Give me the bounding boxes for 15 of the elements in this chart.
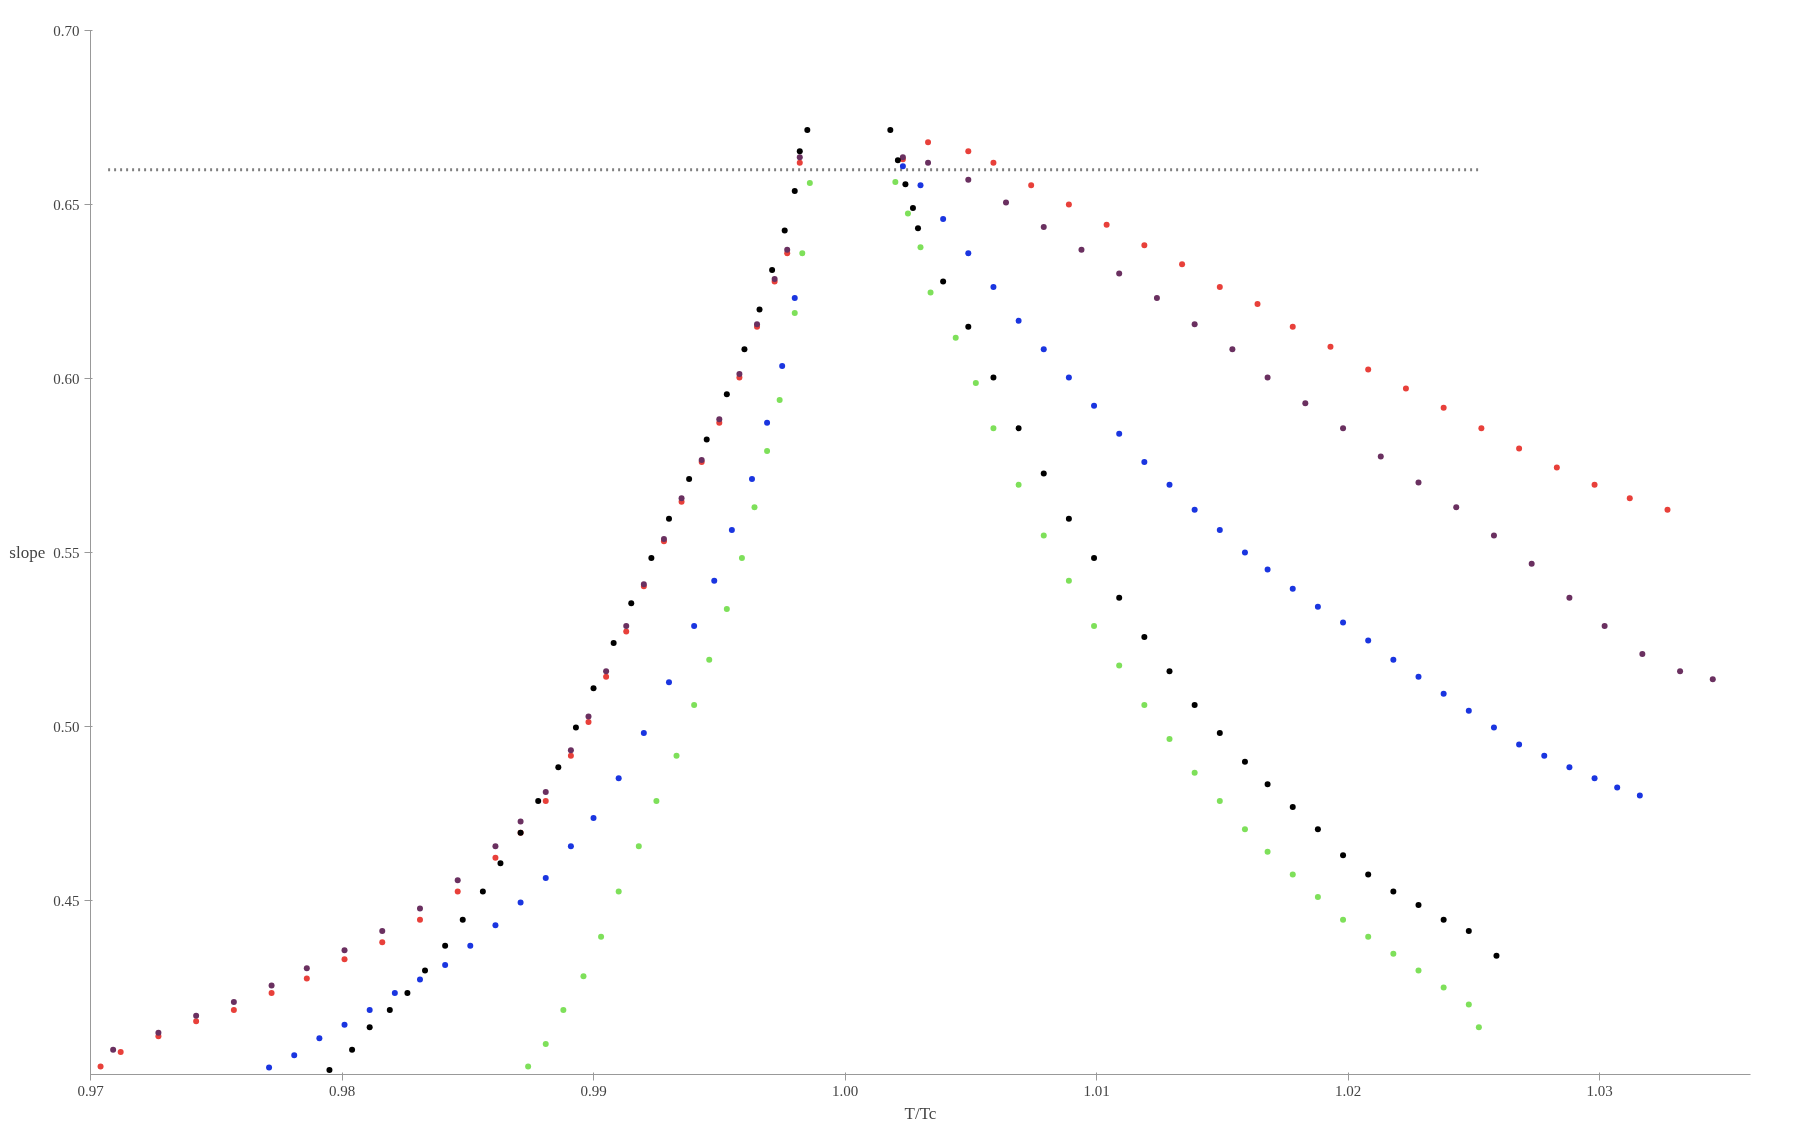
x-tick-label: 0.97 [77,1082,105,1099]
y-tick-label: 0.50 [53,718,80,735]
x-tick-label: 0.98 [328,1082,356,1099]
x-tick-label: 1.00 [831,1082,859,1099]
x-tick-label: 1.03 [1586,1082,1613,1099]
x-tick-label: 0.99 [580,1082,607,1099]
y-tick-label: 0.65 [53,196,80,213]
y-axis-title: slope [9,543,46,562]
x-axis-title: T/Tc [904,1103,937,1123]
y-tick-label: 0.60 [53,370,80,387]
y-tick-label: 0.70 [53,22,80,39]
x-tick-label: 1.01 [1083,1082,1110,1099]
y-tick-label: 0.45 [53,892,80,909]
y-tick-label: 0.55 [53,544,80,561]
x-tick-label: 1.02 [1334,1082,1362,1099]
